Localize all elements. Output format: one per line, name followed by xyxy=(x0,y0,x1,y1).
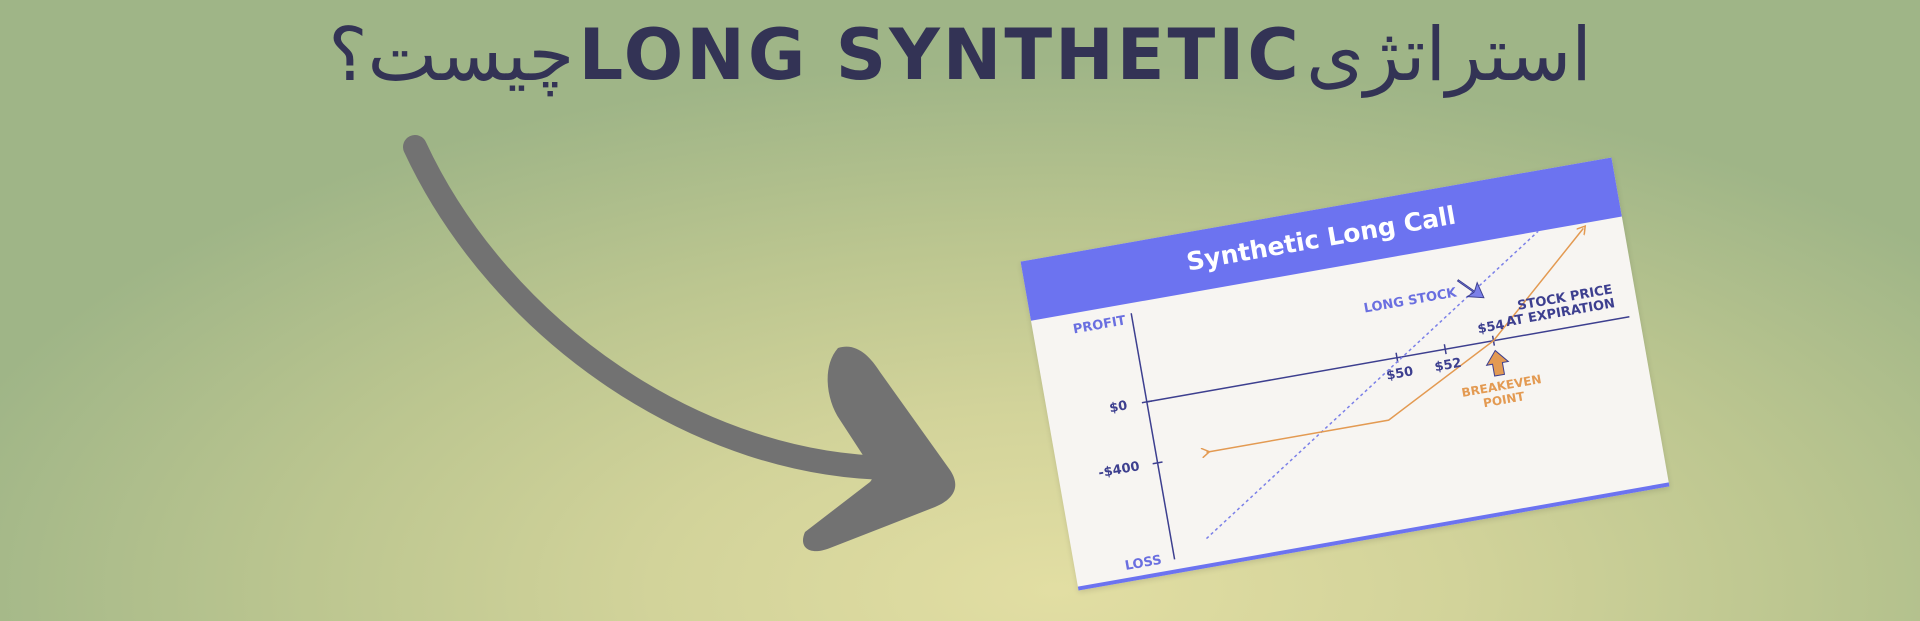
x-axis xyxy=(1146,316,1630,403)
arrow-down-right-icon xyxy=(1456,279,1485,299)
y-tick-label-minus-400: -$400 xyxy=(1097,459,1141,481)
x-tick-label-50: $50 xyxy=(1385,364,1414,383)
x-tick-label-54: $54 xyxy=(1476,318,1505,337)
y-tick-label-zero: $0 xyxy=(1108,398,1128,416)
title-prefix: استراتژی xyxy=(1306,12,1592,98)
curved-arrow-head xyxy=(802,346,956,552)
curved-arrow-shaft xyxy=(403,135,912,481)
y-tick-zero xyxy=(1141,400,1152,404)
chart-card: Synthetic Long Call PROFIT LOSS $0 -$400… xyxy=(1020,157,1670,591)
x-tick-label-52: $52 xyxy=(1433,356,1462,375)
x-tick-52 xyxy=(1443,344,1447,355)
page-title: استراتژی LONG SYNTHETIC چیست؟ xyxy=(0,12,1920,98)
payoff-diagram: PROFIT LOSS $0 -$400 STOCK PRICE AT EXPI… xyxy=(1072,217,1630,574)
synthetic-payoff-line xyxy=(1180,228,1611,452)
long-stock-label: LONG STOCK xyxy=(1363,285,1459,316)
y-axis xyxy=(1130,313,1176,560)
title-suffix: چیست؟ xyxy=(328,12,575,98)
y-tick-minus-400 xyxy=(1152,461,1163,465)
arrow-up-icon xyxy=(1485,349,1510,377)
y-label-profit: PROFIT xyxy=(1072,313,1127,337)
y-label-loss: LOSS xyxy=(1124,553,1163,574)
title-strategy-name: LONG SYNTHETIC xyxy=(578,14,1302,96)
